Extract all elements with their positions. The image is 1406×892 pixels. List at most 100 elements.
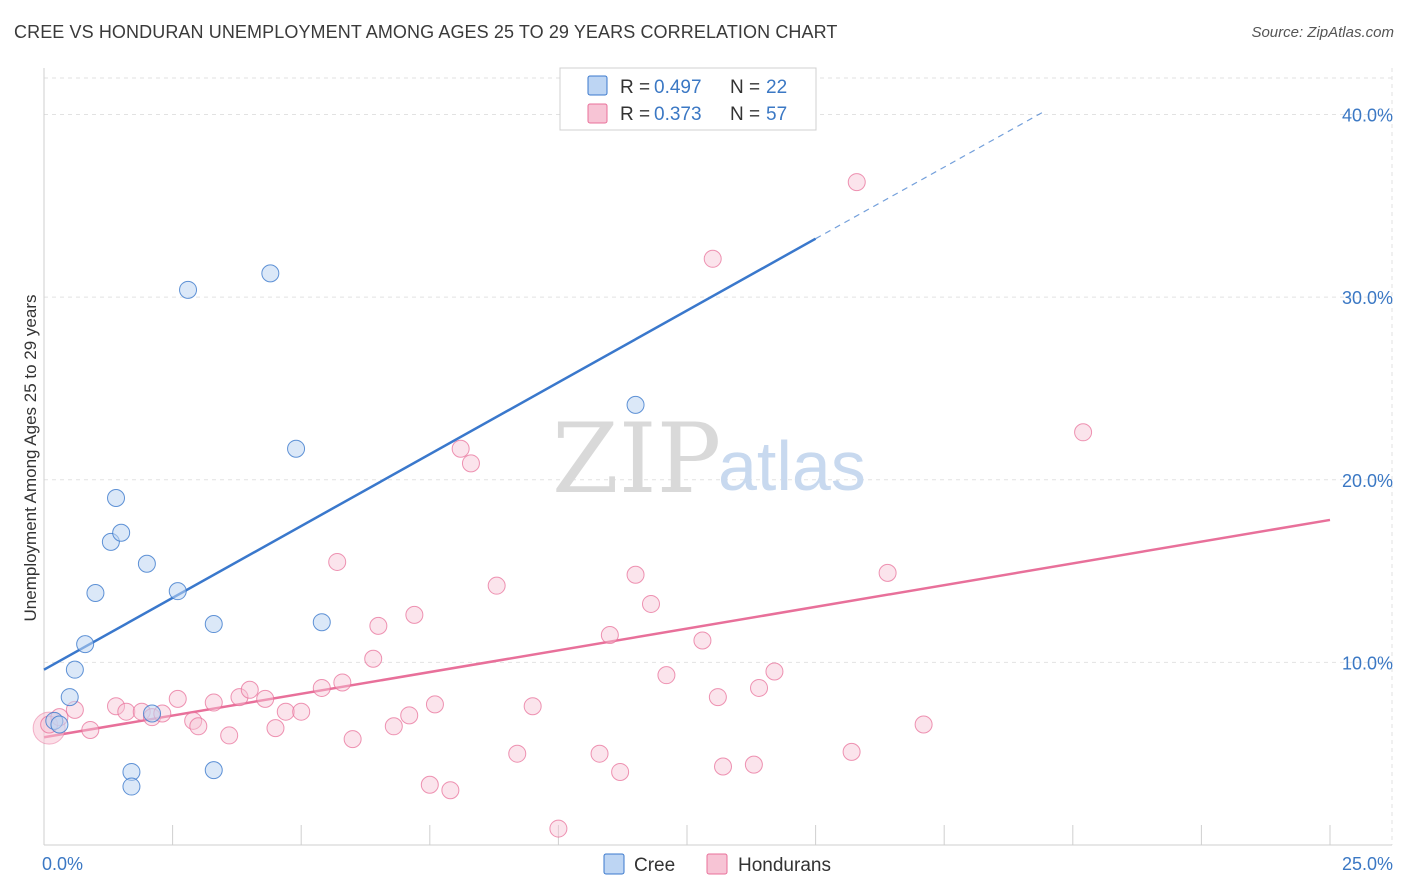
- data-point-hondurans: [600, 625, 619, 644]
- data-point-cree: [60, 688, 79, 707]
- watermark-atlas: atlas: [718, 427, 866, 505]
- grid-lines: [44, 68, 1393, 845]
- data-point-hondurans: [266, 719, 285, 738]
- legend-r-label-hondurans: R =: [620, 104, 650, 125]
- data-point-hondurans: [657, 666, 676, 685]
- data-point-cree: [626, 395, 645, 414]
- watermark-zip: ZIP: [552, 403, 721, 515]
- data-point-hondurans: [461, 454, 480, 473]
- data-point-hondurans: [117, 702, 136, 721]
- legend-n-value-cree: 22: [766, 77, 787, 98]
- data-point-hondurans: [328, 552, 347, 571]
- data-point-cree: [65, 660, 84, 679]
- data-point-hondurans: [400, 706, 419, 725]
- data-point-hondurans: [626, 565, 645, 584]
- watermark: ZIP atlas: [552, 403, 866, 515]
- data-point-hondurans: [184, 711, 203, 730]
- y-tick-label: 20.0%: [1342, 471, 1393, 491]
- data-point-hondurans: [708, 688, 727, 707]
- data-point-hondurans: [189, 717, 208, 736]
- data-point-hondurans: [451, 439, 470, 458]
- data-point-cree: [137, 554, 156, 573]
- data-point-hondurans: [750, 678, 769, 697]
- data-point-cree: [107, 489, 126, 508]
- legend-r-label-cree: R =: [620, 77, 650, 98]
- data-point-cree: [204, 761, 223, 780]
- x-tick-label-min: 0.0%: [42, 854, 83, 874]
- data-point-hondurans: [204, 693, 223, 712]
- data-point-hondurans: [107, 697, 126, 716]
- trend-line-cree-extension: [815, 112, 1043, 240]
- data-point-hondurans: [714, 757, 733, 776]
- data-point-hondurans: [441, 781, 460, 800]
- bottom-legend-label-cree: Cree: [634, 855, 675, 876]
- data-point-hondurans: [384, 717, 403, 736]
- data-point-hondurans: [425, 695, 444, 714]
- y-tick-label: 10.0%: [1342, 653, 1393, 673]
- data-point-hondurans: [523, 697, 542, 716]
- data-point-hondurans: [81, 720, 100, 739]
- data-point-hondurans: [276, 702, 295, 721]
- data-point-hondurans: [230, 688, 249, 707]
- data-point-hondurans: [220, 726, 239, 745]
- y-tick-label: 40.0%: [1342, 106, 1393, 126]
- data-point-cree: [168, 582, 187, 601]
- legend-n-label-cree: N =: [730, 77, 760, 98]
- legend: R = 0.497 N = 22 R = 0.373 N = 57: [559, 67, 817, 131]
- data-point-hondurans: [343, 730, 362, 749]
- data-point-hondurans: [611, 762, 630, 781]
- data-point-hondurans: [405, 605, 424, 624]
- data-point-hondurans: [549, 819, 568, 838]
- legend-n-label-hondurans: N =: [730, 104, 760, 125]
- data-point-hondurans: [508, 744, 527, 763]
- data-point-cree: [204, 615, 223, 634]
- data-point-hondurans: [847, 173, 866, 192]
- data-point-hondurans: [703, 249, 722, 268]
- bottom-legend: Cree Hondurans: [603, 853, 831, 876]
- trend-line-hondurans: [43, 518, 1331, 739]
- x-tick-label-max: 25.0%: [1342, 854, 1393, 874]
- legend-n-value-hondurans: 57: [766, 104, 787, 125]
- data-point-cree: [50, 715, 69, 734]
- bottom-legend-swatch-cree: [603, 853, 625, 875]
- bottom-legend-label-hondurans: Hondurans: [738, 855, 831, 876]
- data-point-hondurans: [333, 673, 352, 692]
- data-point-cree: [122, 777, 141, 796]
- legend-r-value-hondurans: 0.373: [654, 104, 702, 125]
- data-point-hondurans: [312, 678, 331, 697]
- data-point-hondurans: [292, 702, 311, 721]
- data-point-hondurans: [914, 715, 933, 734]
- data-point-hondurans: [364, 649, 383, 668]
- chart-title: CREE VS HONDURAN UNEMPLOYMENT AMONG AGES…: [14, 22, 838, 42]
- legend-r-value-cree: 0.497: [654, 77, 702, 98]
- data-point-hondurans: [693, 631, 712, 650]
- data-point-hondurans: [765, 662, 784, 681]
- data-point-hondurans: [590, 744, 609, 763]
- legend-swatch-hondurans: [587, 103, 608, 124]
- data-point-cree: [143, 704, 162, 723]
- legend-swatch-cree: [587, 75, 608, 96]
- data-point-cree: [86, 583, 105, 602]
- data-point-cree: [76, 635, 95, 654]
- source-label: Source: ZipAtlas.com: [1251, 24, 1394, 41]
- data-point-cree: [312, 613, 331, 632]
- data-point-hondurans: [256, 689, 275, 708]
- data-point-hondurans: [744, 755, 763, 774]
- data-point-hondurans: [240, 680, 259, 699]
- data-point-hondurans: [369, 616, 388, 635]
- data-point-cree: [112, 523, 131, 542]
- data-point-hondurans: [641, 594, 660, 613]
- data-point-hondurans: [487, 576, 506, 595]
- y-tick-labels: 10.0% 20.0% 30.0% 40.0%: [1342, 106, 1393, 674]
- y-axis-label: Unemployment Among Ages 25 to 29 years: [21, 295, 40, 622]
- data-point-cree: [179, 280, 198, 299]
- data-point-hondurans: [878, 563, 897, 582]
- x-tick-labels: 0.0% 25.0%: [42, 854, 1393, 874]
- bottom-legend-swatch-hondurans: [706, 853, 728, 875]
- y-tick-label: 30.0%: [1342, 288, 1393, 308]
- data-point-hondurans: [420, 775, 439, 794]
- data-point-cree: [287, 439, 306, 458]
- data-point-cree: [261, 264, 280, 283]
- data-point-hondurans: [842, 742, 861, 761]
